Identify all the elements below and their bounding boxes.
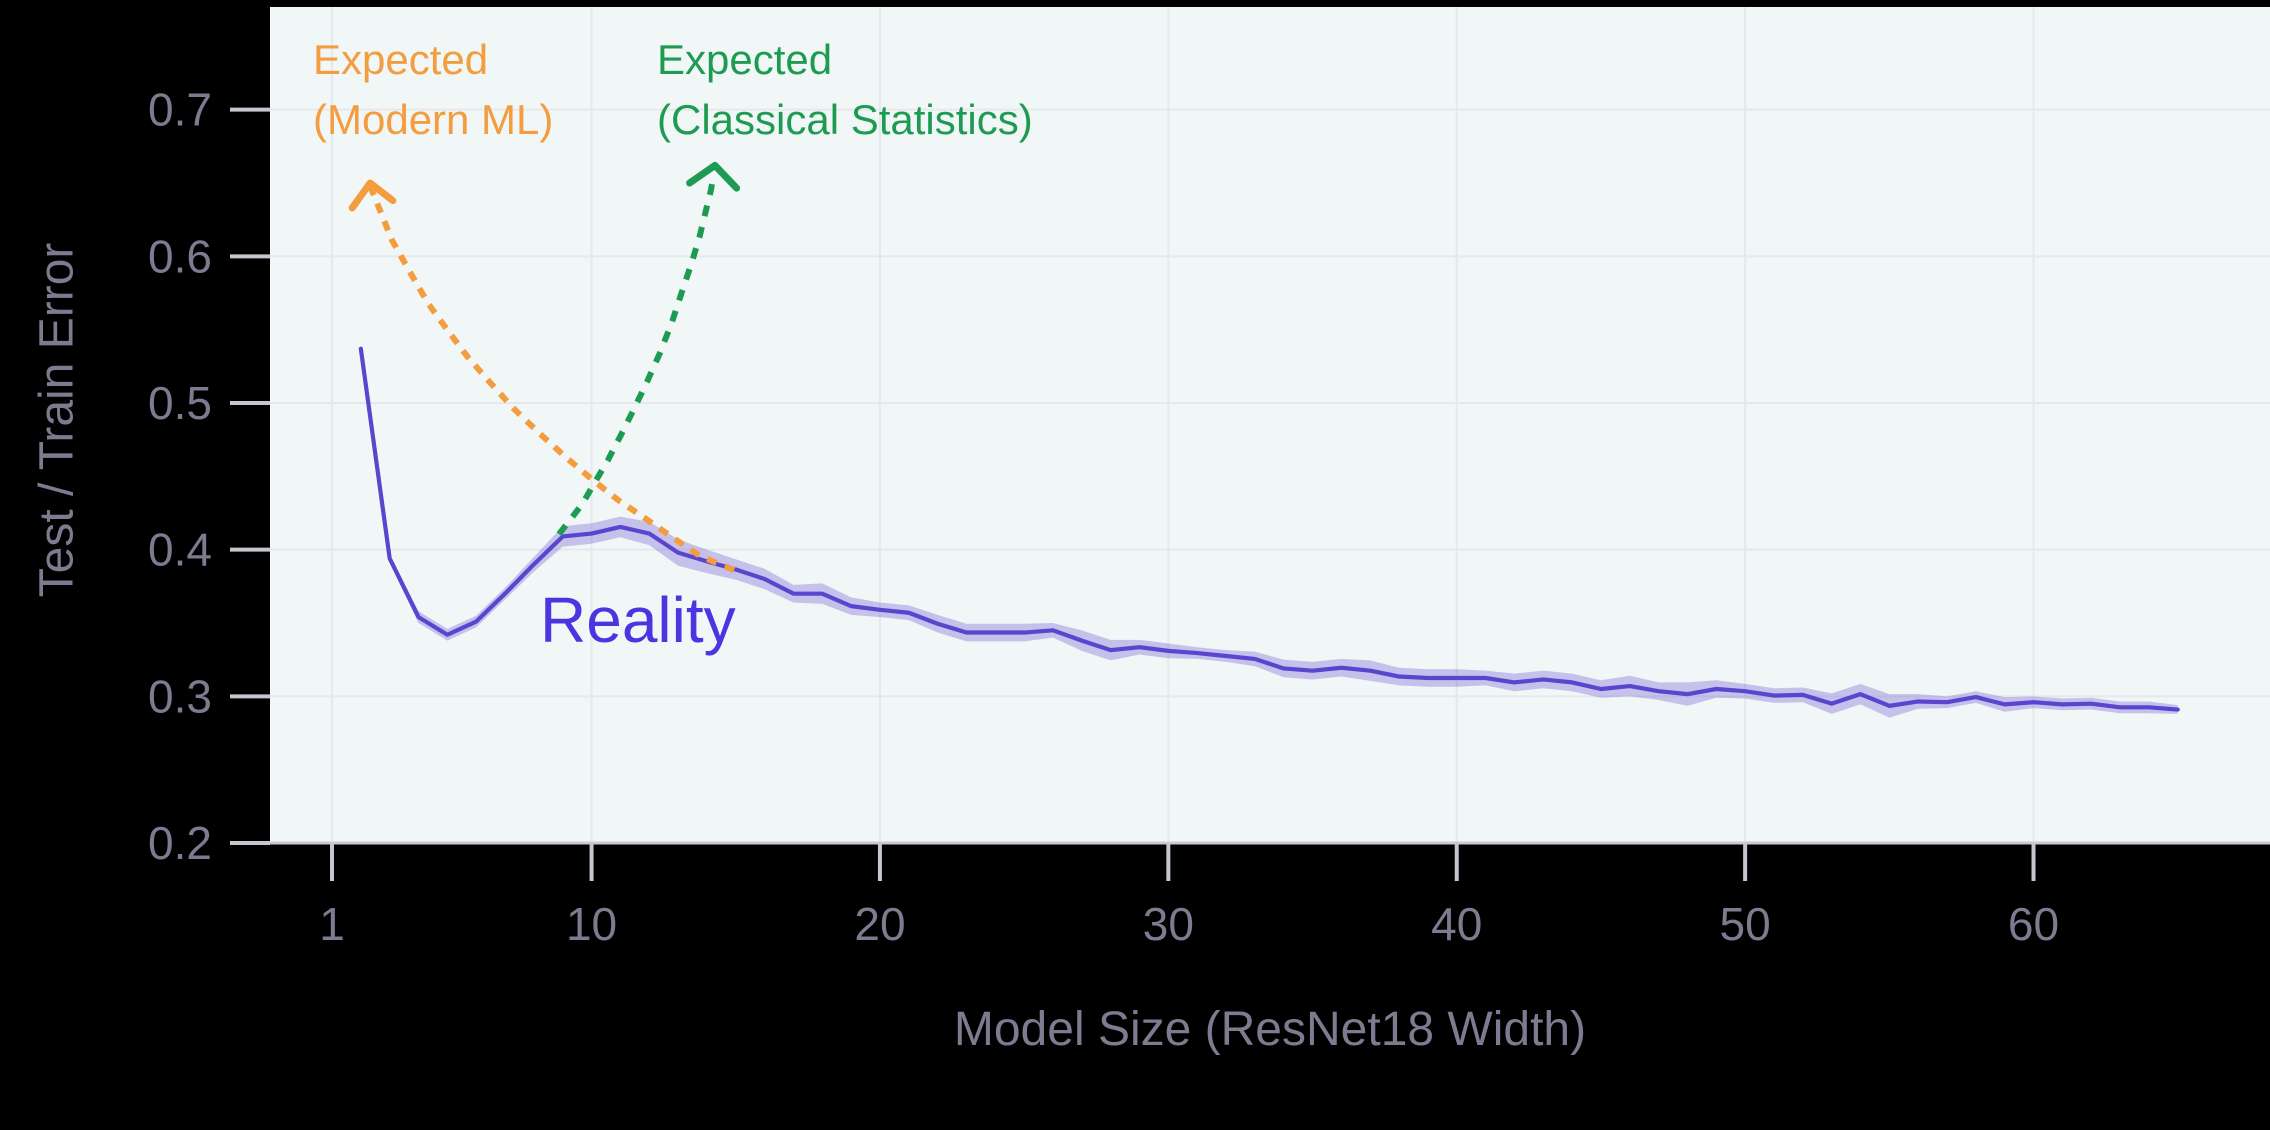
y-tick-label: 0.4 bbox=[148, 524, 212, 576]
annotation-line: Reality bbox=[540, 584, 736, 656]
x-tick-label: 40 bbox=[1431, 898, 1482, 950]
y-tick-label: 0.3 bbox=[148, 670, 212, 722]
x-tick-label: 1 bbox=[319, 898, 345, 950]
expected_modern_ml-dashed-curve bbox=[367, 184, 741, 575]
annotation-line: (Classical Statistics) bbox=[657, 96, 1033, 143]
y-tick-label: 0.7 bbox=[148, 84, 212, 136]
x-tick-label: 10 bbox=[566, 898, 617, 950]
expected_classical-arrowhead-icon bbox=[686, 161, 741, 192]
plot-panel bbox=[270, 7, 2270, 843]
annotation-line: (Modern ML) bbox=[313, 96, 554, 143]
reality-line bbox=[358, 346, 2180, 712]
x-tick-label: 50 bbox=[1720, 898, 1771, 950]
annotation-line: Expected bbox=[657, 36, 833, 83]
y-tick-label: 0.6 bbox=[148, 230, 212, 282]
y-axis-title: Test / Train Error bbox=[30, 242, 84, 598]
x-tick-label: 60 bbox=[2008, 898, 2059, 950]
annotation-line: Expected bbox=[313, 36, 489, 83]
expected_classical-dashed-curve bbox=[556, 177, 716, 536]
y-tick-label: 0.2 bbox=[148, 817, 212, 869]
annotation-expected-modern-ml: Expected (Modern ML) bbox=[313, 30, 553, 150]
x-axis-title: Model Size (ResNet18 Width) bbox=[953, 1003, 1587, 1056]
x-tick-label: 20 bbox=[854, 898, 905, 950]
expected_modern_ml-arrowhead-icon bbox=[348, 179, 397, 212]
annotation-expected-classical-statistics: Expected (Classical Statistics) bbox=[657, 30, 1033, 150]
x-tick-label: 30 bbox=[1143, 898, 1194, 950]
y-tick-label: 0.5 bbox=[148, 377, 212, 429]
annotation-reality-series-label: Reality bbox=[540, 588, 736, 652]
